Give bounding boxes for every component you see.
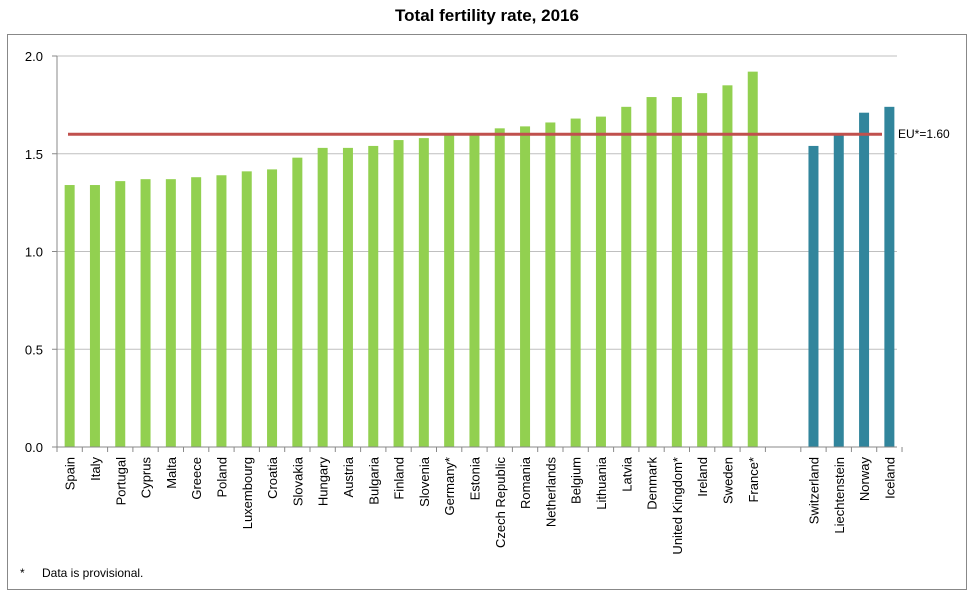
x-tick-label: Slovenia (417, 456, 432, 507)
x-tick-label: Belgium (569, 457, 584, 504)
x-tick-label: Malta (164, 456, 179, 489)
x-tick-label: Iceland (882, 457, 897, 499)
bar (722, 85, 733, 447)
bar (393, 140, 404, 447)
bar (64, 185, 75, 447)
bar (216, 175, 227, 447)
footnote: * Data is provisional. (20, 566, 143, 580)
bar (165, 179, 176, 448)
bar (89, 185, 100, 447)
bar (317, 147, 328, 447)
x-tick-label: Slovakia (290, 456, 305, 506)
reference-line-group: EU*=1.60 (68, 127, 950, 141)
bar (697, 93, 708, 448)
bar (520, 126, 531, 447)
eu-average-label: EU*=1.60 (898, 127, 950, 141)
bar (418, 138, 429, 448)
chart-frame (7, 34, 967, 590)
x-tick-label: Czech Republic (493, 457, 508, 549)
x-tick-label: Hungary (316, 457, 331, 507)
bar (833, 134, 844, 447)
bar (671, 97, 682, 448)
bar (570, 118, 581, 447)
x-tick-label: Portugal (113, 457, 128, 506)
x-tick-label: Sweden (720, 457, 735, 504)
bar (808, 145, 819, 447)
bar (494, 128, 505, 447)
x-tick-label: Denmark (645, 457, 660, 510)
bar (342, 147, 353, 447)
x-tick-label: Greece (189, 457, 204, 500)
x-tick-label: Finland (392, 457, 407, 500)
x-tick-label: Netherlands (543, 457, 558, 528)
bar (267, 169, 278, 447)
x-tick-label: Ireland (695, 457, 710, 497)
x-tick-label: Switzerland (806, 457, 821, 524)
x-tick-label: Germany* (442, 457, 457, 516)
x-tick-label: Latvia (619, 456, 634, 491)
y-tick-label: 0.5 (25, 342, 43, 357)
x-tick-label: Croatia (265, 456, 280, 499)
bar (444, 134, 455, 447)
x-tick-label: Lithuania (594, 456, 609, 510)
x-tick-label: Spain (63, 457, 78, 490)
bar (292, 157, 303, 447)
bar (859, 112, 870, 447)
axes: 0.0 0.5 1.0 1.5 2.0 Spain Italy Portugal Cyprus M… (25, 49, 903, 555)
bar (368, 145, 379, 447)
bar (469, 134, 480, 447)
chart-title: Total fertility rate, 2016 (395, 6, 579, 25)
x-tick-label: Romania (518, 456, 533, 509)
x-tick-label: Bulgaria (366, 456, 381, 504)
x-tick-label: Austria (341, 456, 356, 497)
bar (140, 179, 151, 448)
x-tick-label: Luxembourg (240, 457, 255, 529)
x-tick-label: United Kingdom* (670, 457, 685, 555)
x-tick-label: Italy (88, 457, 103, 481)
footnote-text: Data is provisional. (42, 566, 144, 580)
x-tick-label: Estonia (467, 456, 482, 500)
footnote-marker: * (20, 566, 25, 580)
bar (241, 171, 252, 447)
bar (884, 106, 895, 447)
bar (595, 116, 606, 447)
bars (64, 71, 895, 448)
bar (747, 71, 758, 447)
bar (545, 122, 556, 447)
y-tick-label: 0.0 (25, 440, 43, 455)
bar (621, 106, 632, 447)
x-tick-label: France* (746, 457, 761, 503)
x-tick-label: Cyprus (139, 457, 154, 499)
y-tick-label: 2.0 (25, 49, 43, 64)
bar (191, 177, 202, 447)
x-tick-label: Poland (214, 457, 229, 497)
x-tick-label: Norway (857, 457, 872, 502)
y-tick-label: 1.5 (25, 147, 43, 162)
y-tick-label: 1.0 (25, 245, 43, 260)
bar (646, 97, 657, 448)
bar (115, 181, 126, 447)
x-tick-label: Liechtenstein (832, 457, 847, 534)
